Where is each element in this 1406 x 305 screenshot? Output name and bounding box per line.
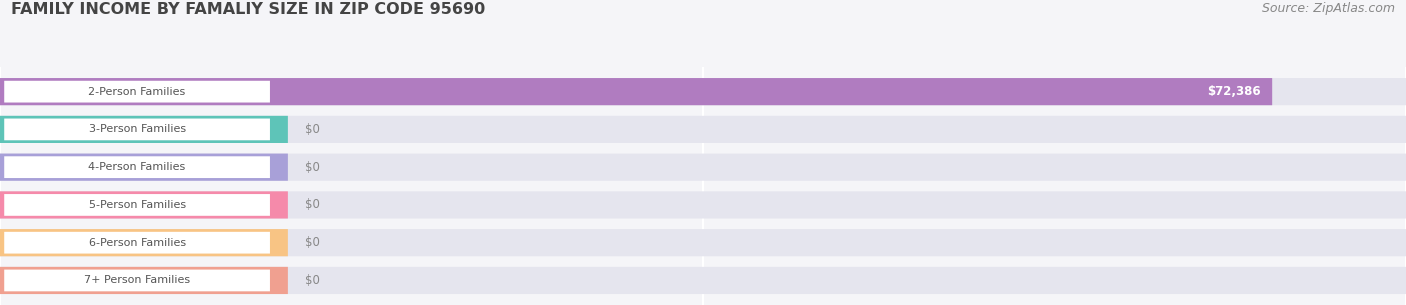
Text: 3-Person Families: 3-Person Families xyxy=(89,124,186,135)
Text: $0: $0 xyxy=(305,161,319,174)
Text: 5-Person Families: 5-Person Families xyxy=(89,200,186,210)
Text: 7+ Person Families: 7+ Person Families xyxy=(84,275,190,285)
Text: $0: $0 xyxy=(305,199,319,211)
FancyBboxPatch shape xyxy=(4,81,270,102)
Text: $72,386: $72,386 xyxy=(1208,85,1261,98)
FancyBboxPatch shape xyxy=(4,232,270,253)
FancyBboxPatch shape xyxy=(0,267,1406,294)
Text: $0: $0 xyxy=(305,274,319,287)
FancyBboxPatch shape xyxy=(4,194,270,216)
FancyBboxPatch shape xyxy=(0,116,1406,143)
FancyBboxPatch shape xyxy=(0,229,288,256)
FancyBboxPatch shape xyxy=(0,154,288,181)
FancyBboxPatch shape xyxy=(0,116,288,143)
FancyBboxPatch shape xyxy=(0,267,288,294)
FancyBboxPatch shape xyxy=(0,191,288,218)
Text: Source: ZipAtlas.com: Source: ZipAtlas.com xyxy=(1261,2,1395,15)
Text: FAMILY INCOME BY FAMALIY SIZE IN ZIP CODE 95690: FAMILY INCOME BY FAMALIY SIZE IN ZIP COD… xyxy=(11,2,485,16)
FancyBboxPatch shape xyxy=(4,270,270,291)
FancyBboxPatch shape xyxy=(4,119,270,140)
Text: $0: $0 xyxy=(305,236,319,249)
FancyBboxPatch shape xyxy=(0,154,1406,181)
FancyBboxPatch shape xyxy=(4,156,270,178)
FancyBboxPatch shape xyxy=(0,78,1272,105)
FancyBboxPatch shape xyxy=(0,191,1406,218)
Text: $0: $0 xyxy=(305,123,319,136)
FancyBboxPatch shape xyxy=(0,229,1406,256)
Text: 6-Person Families: 6-Person Families xyxy=(89,238,186,248)
FancyBboxPatch shape xyxy=(0,78,1406,105)
Text: 2-Person Families: 2-Person Families xyxy=(89,87,186,97)
Text: 4-Person Families: 4-Person Families xyxy=(89,162,186,172)
